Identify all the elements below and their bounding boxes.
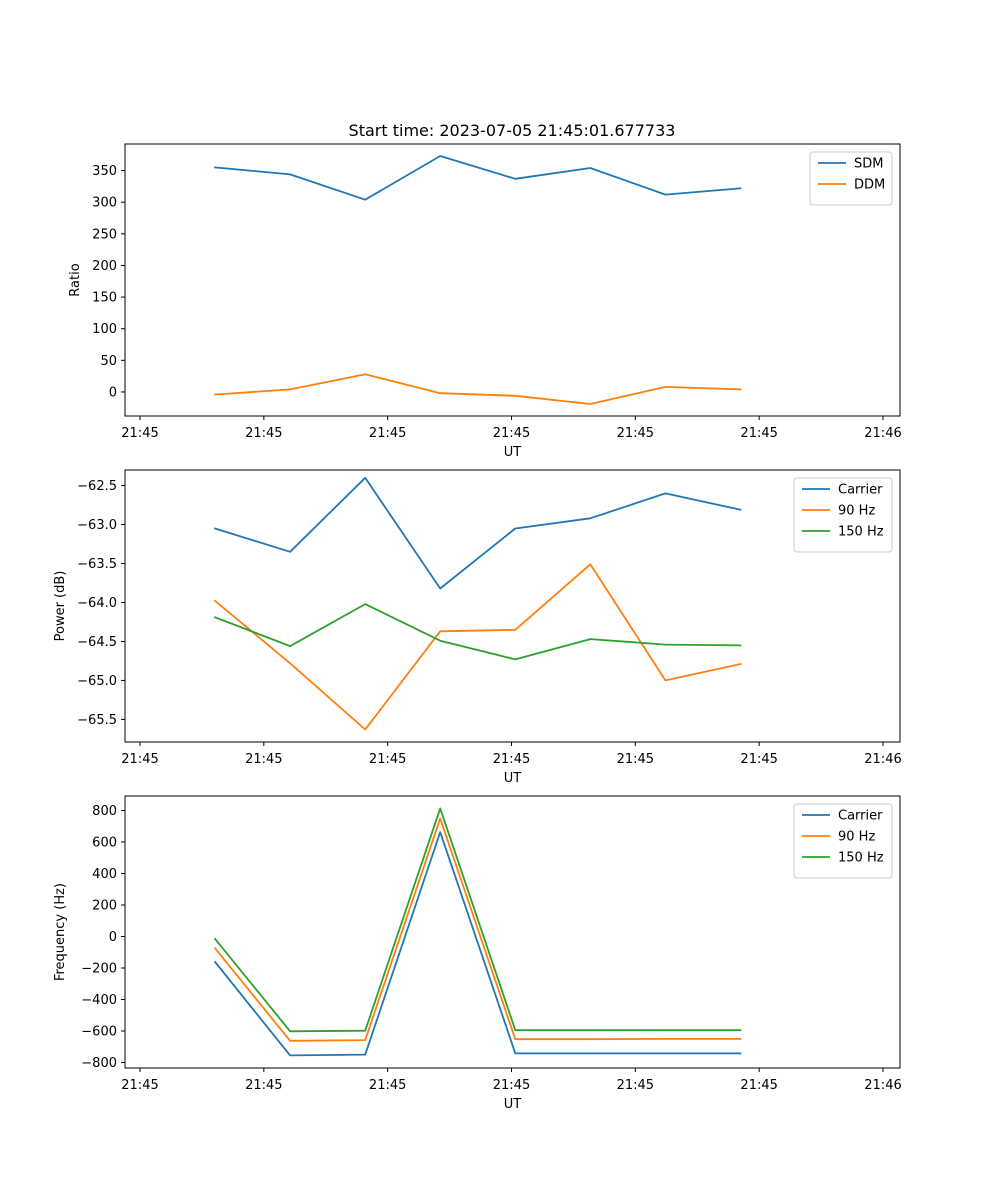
x-tick-label: 21:45	[740, 426, 777, 441]
legend: SDM DDM	[809, 151, 893, 206]
series-line-carrier	[213, 476, 742, 590]
y-tick-label: −65.5	[77, 713, 117, 728]
x-tick-label: 21:45	[369, 752, 406, 767]
y-tick-label: 50	[100, 354, 117, 369]
y-tick-label: −64.5	[77, 635, 117, 650]
x-tick-label: 21:45	[617, 426, 654, 441]
legend-box	[793, 803, 893, 879]
y-tick-label: −600	[81, 1024, 117, 1039]
x-axis-label: UT	[504, 445, 522, 460]
y-tick-label: −62.5	[77, 479, 117, 494]
legend-label: 150 Hz	[838, 851, 884, 866]
x-tick-label: 21:45	[121, 752, 158, 767]
x-axis-label: UT	[504, 1097, 522, 1112]
legend-box	[809, 151, 893, 206]
legend-label: DDM	[854, 178, 885, 193]
y-tick-label: 150	[92, 291, 117, 306]
x-tick-label: 21:45	[245, 1078, 282, 1093]
axes-frame	[124, 469, 901, 743]
x-tick-label: 21:45	[617, 752, 654, 767]
legend-box	[793, 477, 893, 553]
y-tick-label: −400	[81, 993, 117, 1008]
y-tick-label: −63.5	[77, 557, 117, 572]
legend: Carrier 90 Hz 150 Hz	[793, 477, 893, 553]
subplot-ratio: 0 50 100 150 200 250 300 350 21:45 21:45 21:45 21:4…	[68, 143, 902, 460]
y-tick-label: 200	[92, 259, 117, 274]
y-tick-label: 250	[92, 227, 117, 242]
series-line-sdm	[214, 155, 742, 201]
series-line-150-hz	[213, 603, 742, 661]
y-tick-label: −200	[81, 961, 117, 976]
series-line-90-hz	[213, 563, 742, 731]
y-tick-label: 300	[92, 196, 117, 211]
series-line-ddm	[214, 373, 742, 405]
y-tick-label: 400	[92, 867, 117, 882]
y-tick-label: 200	[92, 898, 117, 913]
series-line-90-hz	[213, 817, 742, 1042]
x-tick-label: 21:46	[864, 426, 901, 441]
figure-title: Start time: 2023-07-05 21:45:01.677733	[349, 121, 676, 140]
series-line-carrier	[213, 831, 742, 1057]
legend-label: Carrier	[838, 483, 883, 498]
x-tick-label: 21:45	[121, 1078, 158, 1093]
legend-label: 90 Hz	[838, 830, 875, 845]
subplot-frequency: −800 −600 −400 −200 0 200 400 600 800 21:45 21:45 2…	[53, 795, 902, 1112]
series-line-150-hz	[213, 807, 742, 1033]
y-axis-label: Ratio	[68, 263, 83, 296]
x-tick-label: 21:45	[740, 1078, 777, 1093]
legend-label: 90 Hz	[838, 504, 875, 519]
x-tick-label: 21:46	[864, 752, 901, 767]
x-tick-label: 21:45	[369, 1078, 406, 1093]
y-axis-label: Power (dB)	[53, 571, 68, 642]
x-tick-label: 21:45	[493, 1078, 530, 1093]
legend-label: 150 Hz	[838, 525, 884, 540]
y-tick-label: 350	[92, 164, 117, 179]
legend-label: Carrier	[838, 809, 883, 824]
subplot-power: −65.5 −65.0 −64.5 −64.0 −63.5 −63.0 −62.5 21:45…	[53, 469, 902, 786]
y-tick-label: 0	[109, 930, 117, 945]
x-tick-label: 21:45	[493, 752, 530, 767]
x-tick-label: 21:46	[864, 1078, 901, 1093]
legend: Carrier 90 Hz 150 Hz	[793, 803, 893, 879]
x-axis-label: UT	[504, 771, 522, 786]
y-tick-label: 100	[92, 322, 117, 337]
x-tick-label: 21:45	[245, 426, 282, 441]
y-tick-label: 600	[92, 835, 117, 850]
x-tick-label: 21:45	[121, 426, 158, 441]
axes-frame	[124, 143, 901, 417]
x-tick-label: 21:45	[617, 1078, 654, 1093]
x-tick-label: 21:45	[369, 426, 406, 441]
legend-label: SDM	[854, 157, 883, 172]
y-tick-label: −64.0	[77, 596, 117, 611]
x-tick-label: 21:45	[740, 752, 777, 767]
y-tick-label: 800	[92, 804, 117, 819]
x-tick-label: 21:45	[493, 426, 530, 441]
y-axis-label: Frequency (Hz)	[53, 883, 68, 981]
y-tick-label: −63.0	[77, 518, 117, 533]
y-tick-label: −800	[81, 1056, 117, 1071]
axes-frame	[124, 795, 901, 1069]
subplots: 0 50 100 150 200 250 300 350 21:45 21:45 21:45 21:4…	[53, 143, 902, 1112]
y-tick-label: −65.0	[77, 674, 117, 689]
x-tick-label: 21:45	[245, 752, 282, 767]
y-tick-label: 0	[109, 385, 117, 400]
